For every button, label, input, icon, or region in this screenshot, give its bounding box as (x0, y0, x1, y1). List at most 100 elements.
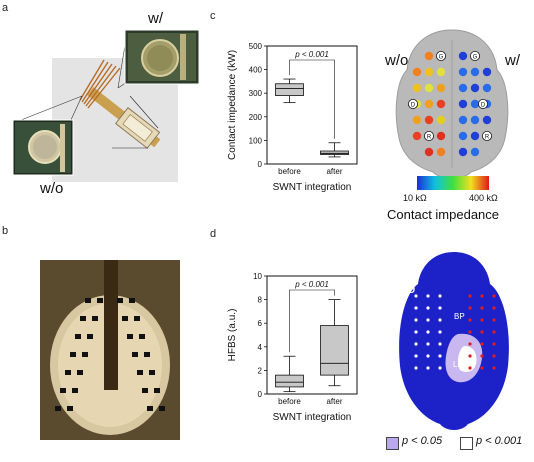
hfbs-site-wo (426, 330, 430, 334)
colorbar (417, 176, 489, 190)
hfbs-site-wo (414, 330, 418, 334)
y-tick-label: 8 (258, 296, 263, 305)
hfbs-site-w (468, 342, 472, 346)
electrode-site (82, 352, 88, 357)
hfbs-site-w (492, 342, 496, 346)
legend-p05-label: p < 0.05 (402, 435, 443, 447)
copper-leads (79, 59, 121, 109)
impedance-site-w (458, 147, 468, 157)
electrode-site (139, 334, 145, 339)
hfbs-boxplot: 0 2 4 6 8 10 HFBS (a.u.) before after p < 0.001 SW… (227, 272, 358, 423)
impedance-site-w (458, 115, 468, 125)
reference-marker-label: R (485, 135, 490, 141)
impedance-site-wo (436, 147, 446, 157)
hfbs-site-wo (414, 318, 418, 322)
implanted-brain-photo (40, 260, 180, 440)
electrode-site (134, 316, 140, 321)
panel-c-boxplot: 0 100 200 300 400 500 Contact impedance (kW) be… (225, 32, 370, 207)
electrode-site (159, 406, 165, 411)
electrode-site (65, 370, 71, 375)
hfbs-brain-map (399, 252, 509, 430)
panel-d-label: d (210, 228, 217, 240)
electrode-site (149, 370, 155, 375)
impedance-site-w (458, 67, 468, 77)
legend-p05-swatch (386, 437, 399, 450)
hfbs-site-w (468, 318, 472, 322)
electrode-site (92, 316, 98, 321)
electrode-site (67, 406, 73, 411)
legend-p001-label: p < 0.001 (476, 435, 523, 447)
sig-region-p001 (457, 346, 477, 372)
reference-marker (478, 99, 489, 110)
colorbar-max-label: 400 kΩ (469, 193, 498, 203)
y-tick-label: 0 (258, 160, 263, 169)
y-axis-label: Contact impedance (kW) (227, 50, 238, 160)
hfbs-site-wo (438, 366, 442, 370)
impedance-site-w (482, 83, 492, 93)
reference-marker (482, 131, 493, 142)
panel-d-boxplot: 0 2 4 6 8 10 HFBS (a.u.) before after p < 0.001 SW… (225, 262, 370, 437)
panel-b (40, 260, 180, 440)
device-illustration (12, 29, 200, 182)
x-tick-label: before (278, 167, 301, 176)
hfbs-site-w (468, 330, 472, 334)
impedance-site-w (470, 99, 480, 109)
reference-marker-label: D (481, 103, 486, 109)
hfbs-site-wo (426, 366, 430, 370)
flexible-electrode (87, 87, 161, 149)
map-d-w-label: w/ (498, 280, 513, 297)
legend-p001-swatch (460, 437, 473, 450)
y-tick-label: 100 (249, 136, 263, 145)
panel-d-map: w/o w/ BP LP p < 0.05 p < 0.001 (378, 248, 530, 458)
hfbs-site-w (492, 330, 496, 334)
hfbs-site-wo (414, 342, 418, 346)
box-after (320, 325, 349, 376)
hfbs-site-w (492, 354, 496, 358)
impedance-site-w (458, 51, 468, 61)
electrode-site (80, 316, 86, 321)
hfbs-site-w (468, 366, 472, 370)
electrode-site (97, 298, 103, 303)
plot-frame (266, 275, 358, 395)
y-axis-label: HFBS (a.u.) (227, 309, 238, 362)
electrode-site (129, 298, 135, 303)
y-tick-label: 6 (258, 319, 263, 328)
electrode-site (144, 352, 150, 357)
impedance-site-wo (424, 83, 434, 93)
colorbar-min-label: 10 kΩ (403, 193, 427, 203)
inset-without-swnt (12, 119, 74, 176)
panel-c-map: G G D R D R w/o w/ 10 kΩ 400 kΩ Contact imped… (375, 20, 530, 225)
map-c-w-label: w/ (505, 52, 520, 69)
panel-c-label: c (210, 10, 216, 22)
panel-b-label: b (2, 225, 9, 237)
hfbs-site-wo (438, 294, 442, 298)
hfbs-site-wo (426, 306, 430, 310)
reference-marker-label: G (439, 55, 444, 61)
impedance-brain-map: G G D R D R (395, 29, 509, 190)
panel-a: w/ w/o (0, 0, 205, 215)
y-tick-label: 4 (258, 343, 263, 352)
impedance-site-w (482, 67, 492, 77)
y-tick-label: 200 (249, 113, 263, 122)
impedance-site-wo (412, 67, 422, 77)
hfbs-site-w (468, 294, 472, 298)
hfbs-site-wo (438, 354, 442, 358)
impedance-site-w (458, 99, 468, 109)
hfbs-site-w (480, 366, 484, 370)
impedance-site-wo (436, 131, 446, 141)
y-tick-label: 500 (249, 42, 263, 51)
impedance-site-wo (436, 99, 446, 109)
electrode-stalk (104, 260, 118, 390)
impedance-site-wo (424, 99, 434, 109)
significance-bracket (289, 289, 335, 353)
impedance-site-wo (424, 51, 434, 61)
impedance-site-wo (412, 131, 422, 141)
x-tick-label: before (278, 397, 301, 406)
hfbs-site-w (480, 342, 484, 346)
x-axis-label: SWNT integration (273, 182, 352, 193)
impedance-site-wo (436, 83, 446, 93)
reference-marker (436, 50, 447, 61)
map-c-title: Contact impedance (387, 207, 500, 222)
electrode-site (72, 388, 78, 393)
hfbs-site-wo (414, 354, 418, 358)
